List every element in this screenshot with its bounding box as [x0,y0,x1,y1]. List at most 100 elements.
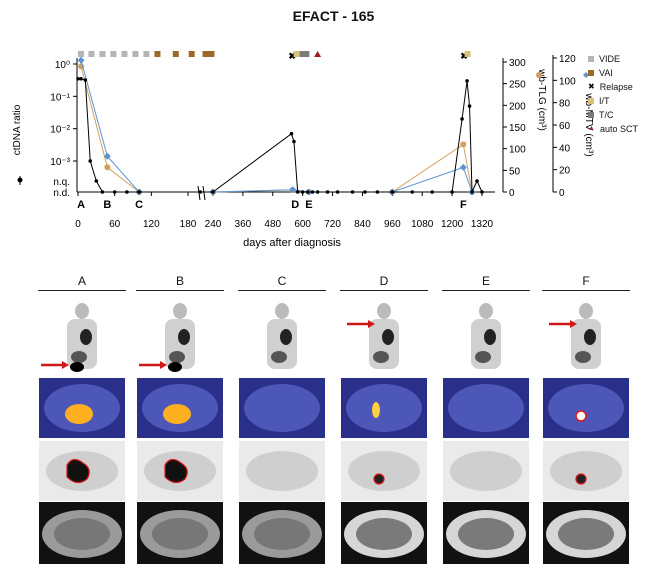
head-shape [479,303,493,319]
ctdna-point [430,190,434,194]
mtv-legend-marker [583,72,589,78]
x-tick-label: 60 [109,219,121,230]
panel-column-f: F [542,273,630,564]
treatment-marker [303,51,310,57]
ctdna-point [76,76,80,81]
fused-pet-ct-image [543,378,629,438]
ct-inner-shape [254,518,310,550]
x-tick-label: 120 [143,219,160,230]
pet-image-drawing [348,451,420,491]
panel-label: F [542,273,630,291]
tlg-tick-label: 150 [509,123,526,134]
treatment-marker [154,51,161,57]
ctdna-point [475,179,479,183]
ctdna-point [100,190,105,194]
tlg-tick-label: 300 [509,58,526,69]
arrow-head-icon [368,320,375,328]
organ-shape [575,351,591,363]
ctdna-point [460,117,464,121]
contoured-lesion-shape [575,473,587,485]
ctdna-point [79,76,83,81]
treatment-marker [132,51,139,57]
x-tick-label: 360 [235,219,252,230]
pet-image-drawing [450,451,522,491]
wb-tlg-line [80,66,473,193]
contoured-lesion-shape [66,458,90,484]
arrow-head-icon [160,361,167,369]
mip-image-drawing [549,303,601,369]
legend-label: Relapse [599,82,633,92]
relapse-marker: ✖ [460,51,468,61]
panel-column-b: B [136,273,224,564]
legend-item: T/C [588,108,638,122]
ctdna-point [375,190,380,194]
treatment-marker [299,51,306,57]
treatment-marker [78,51,85,57]
timepoint-label: C [135,199,143,211]
mip-image-drawing [139,303,195,372]
mip-image [443,299,529,377]
mtv-tick-label: 80 [559,99,571,110]
x-tick-label: 1320 [471,219,494,230]
treatment-marker [99,51,106,57]
mtv-axis-label: wb-MTV (cm³) [583,92,594,156]
panel-column-c: C [238,273,326,564]
timepoint-label: F [460,199,467,211]
panel-column-e: E [442,273,530,564]
head-shape [173,303,187,319]
arrow-head-icon [62,361,69,369]
pet-image-drawing [550,451,622,491]
lesion-shape [168,362,182,372]
organ-shape [178,329,190,345]
pet-image [239,441,325,501]
fused-pet-ct-image-drawing [448,384,524,432]
square-icon [588,98,594,104]
y-tick-label: 10⁻³ [50,157,70,168]
panel-label: C [238,273,326,291]
organ-shape [71,351,87,363]
ctdna-point [125,190,129,194]
pet-image-drawing [144,451,216,491]
body-section-shape [548,384,624,432]
nd-label: n.d. [53,188,70,199]
panel-label: E [442,273,530,291]
treatment-marker [172,51,179,57]
x-tick-label: 240 [205,219,222,230]
timepoint-label: E [305,199,312,211]
ctdna-point [88,159,93,163]
x-tick-label: 600 [294,219,311,230]
mtv-point [103,152,111,160]
panel-label: D [340,273,428,291]
contoured-lesion-shape [164,458,188,484]
legend-label: T/C [599,110,614,120]
treatment-marker [295,51,302,57]
ct-image-drawing [242,510,322,558]
treatment-marker [88,51,95,57]
ctdna-point [289,131,294,136]
fused-pet-ct-image [39,378,125,438]
organ-shape [373,351,389,363]
mip-image-drawing [267,303,297,369]
tlg-tick-label: 200 [509,101,526,112]
mip-image [39,299,125,377]
legend-label: VIDE [599,54,621,64]
legend-item: ▲ auto SCT [588,122,638,136]
mtv-tick-label: 0 [559,188,565,199]
fused-pet-ct-image [443,378,529,438]
x-tick-label: 180 [180,219,197,230]
ctdna-point [450,190,454,194]
head-shape [75,303,89,319]
x-tick-label: 480 [264,219,281,230]
organ-shape [271,351,287,363]
square-icon [588,70,594,76]
x-tick-label: 1200 [441,219,464,230]
figure-title: EFACT - 165 [292,8,375,24]
mtv-point [77,56,85,64]
mtv-tick-label: 40 [559,143,571,154]
fused-pet-ct-image-drawing [346,384,422,432]
treatment-marker [121,51,128,57]
treatment-marker [143,51,150,57]
ct-image [39,502,125,564]
fused-pet-ct-image-drawing [548,384,624,432]
ctdna-point [137,190,141,194]
